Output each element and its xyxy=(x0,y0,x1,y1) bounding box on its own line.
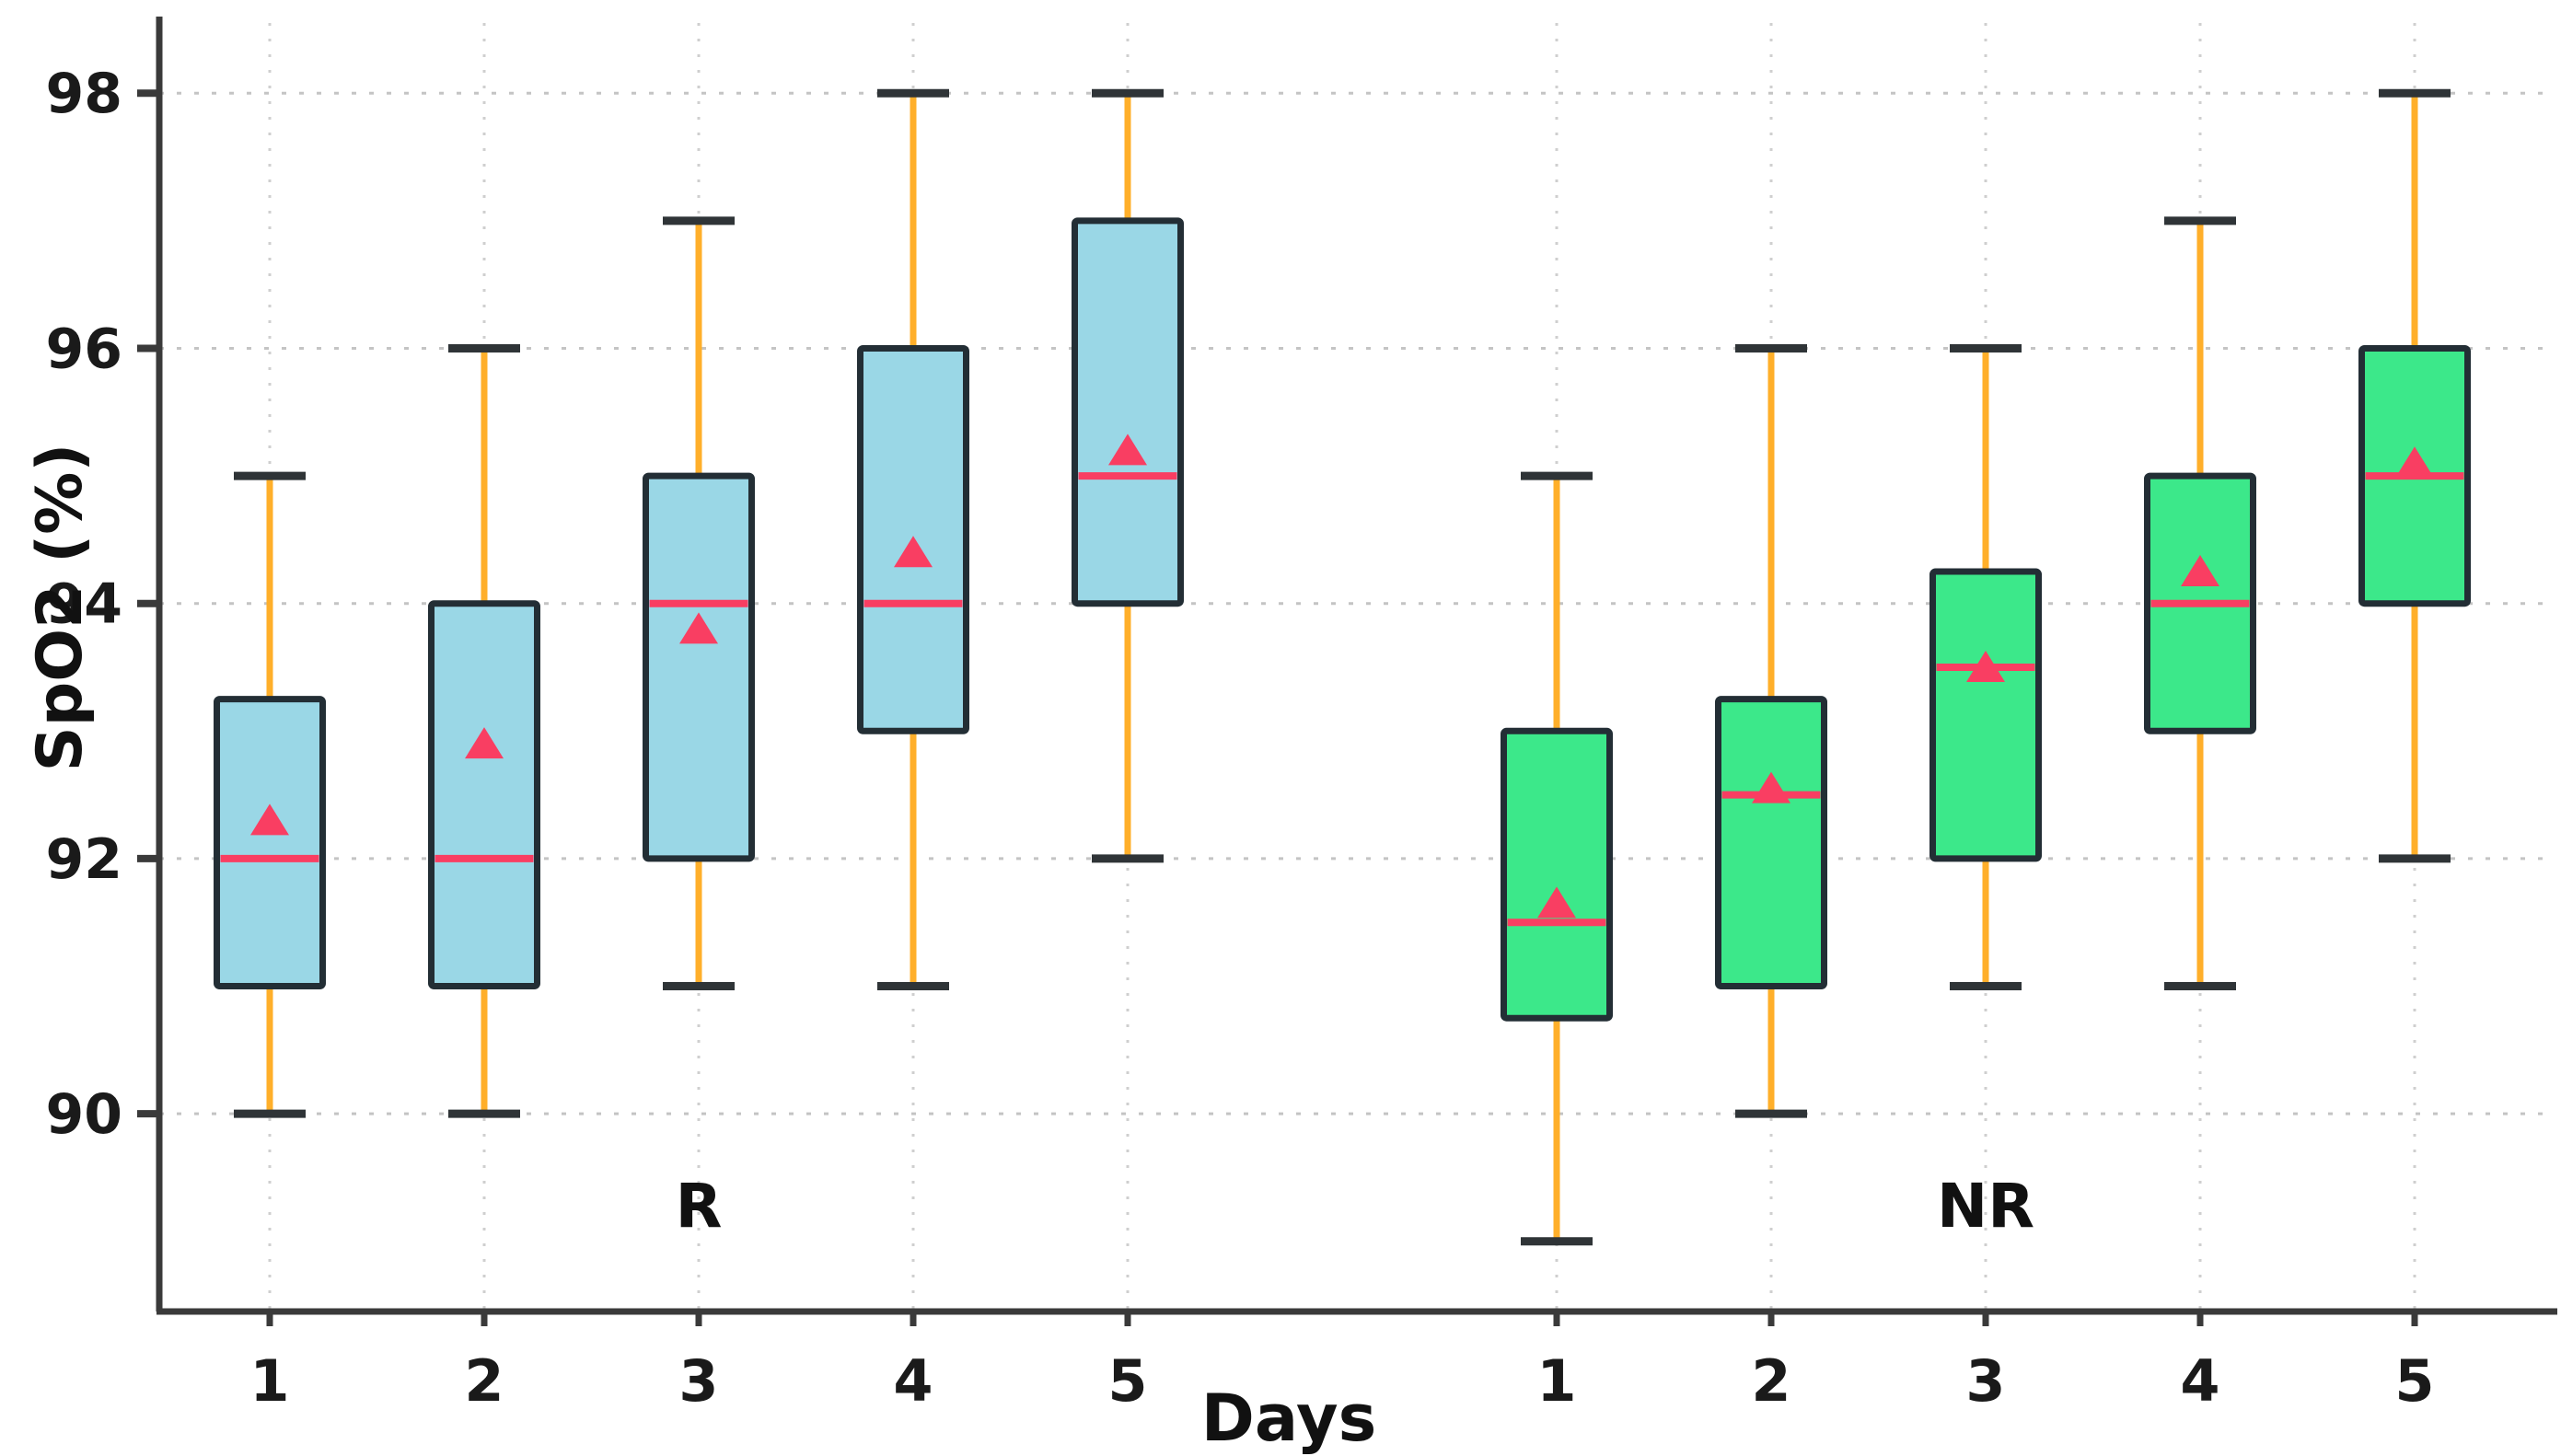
group-label-r: R xyxy=(675,1171,723,1242)
y-tick-label-94: 94 xyxy=(46,572,123,637)
y-axis-label: SpO2 (%) xyxy=(24,443,97,772)
x-tick-label-r-day-1: 1 xyxy=(249,1347,289,1415)
x-tick-label-nr-day-4: 4 xyxy=(2180,1347,2219,1415)
box-r-day-1 xyxy=(214,696,326,990)
box-nr-day-2 xyxy=(1715,696,1827,990)
mean-marker-r-day-1 xyxy=(250,803,289,836)
mean-marker-r-day-5 xyxy=(1108,433,1147,466)
group-label-nr: NR xyxy=(1936,1171,2035,1242)
mean-marker-nr-day-2 xyxy=(1752,771,1790,803)
box-r-day-2 xyxy=(428,600,540,990)
x-tick-label-r-day-4: 4 xyxy=(893,1347,933,1415)
x-tick-label-r-day-5: 5 xyxy=(1107,1347,1147,1415)
x-tick-label-nr-day-2: 2 xyxy=(1751,1347,1790,1415)
box-r-day-3 xyxy=(643,472,755,862)
x-tick-label-r-day-3: 3 xyxy=(678,1347,718,1415)
x-tick-label-nr-day-1: 1 xyxy=(1536,1347,1576,1415)
mean-marker-r-day-2 xyxy=(465,727,504,759)
y-tick-label-98: 98 xyxy=(46,62,123,126)
mean-marker-nr-day-3 xyxy=(1966,651,2005,682)
x-axis-label: Days xyxy=(1200,1381,1377,1456)
mean-marker-nr-day-4 xyxy=(2181,555,2219,587)
y-tick-label-90: 90 xyxy=(46,1082,123,1147)
mean-marker-r-day-3 xyxy=(679,612,718,644)
x-tick-label-nr-day-3: 3 xyxy=(1965,1347,2005,1415)
x-tick-label-nr-day-5: 5 xyxy=(2394,1347,2434,1415)
mean-marker-nr-day-1 xyxy=(1537,886,1576,919)
mean-marker-nr-day-5 xyxy=(2395,446,2434,479)
y-tick-label-92: 92 xyxy=(46,827,123,892)
x-tick-label-r-day-2: 2 xyxy=(464,1347,504,1415)
box-nr-day-1 xyxy=(1501,727,1613,1022)
mean-marker-r-day-4 xyxy=(894,536,933,568)
box-nr-day-3 xyxy=(1929,568,2042,862)
box-r-day-5 xyxy=(1072,217,1184,607)
y-tick-label-96: 96 xyxy=(46,317,123,381)
